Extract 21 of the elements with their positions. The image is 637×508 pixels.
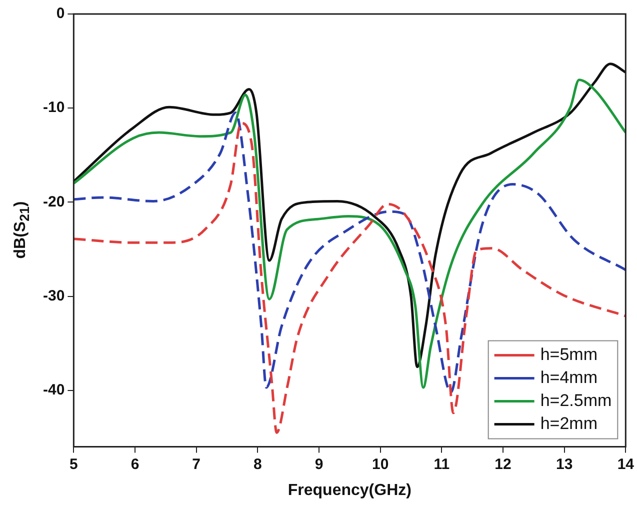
legend-label: h=5mm xyxy=(540,344,598,364)
y-tick-label: -20 xyxy=(42,193,65,210)
x-tick-label: 6 xyxy=(130,456,140,473)
x-tick-label: 10 xyxy=(372,456,389,473)
x-tick-label: 14 xyxy=(617,456,635,473)
x-tick-label: 9 xyxy=(314,456,324,473)
x-tick-label: 5 xyxy=(70,456,78,473)
x-tick-label: 13 xyxy=(556,456,573,473)
x-tick-label: 8 xyxy=(254,456,262,473)
y-tick-label: -30 xyxy=(42,287,65,304)
line-series xyxy=(74,122,626,434)
x-tick-label: 11 xyxy=(434,456,450,473)
x-tick-label: 7 xyxy=(192,456,201,473)
x-tick-label: 12 xyxy=(494,456,512,473)
legend-label: h=2.5mm xyxy=(540,390,612,410)
y-tick-label: -10 xyxy=(42,99,65,116)
legend-label: h=4mm xyxy=(540,368,598,387)
y-tick-label: -40 xyxy=(42,381,65,398)
y-tick-label: 0 xyxy=(56,5,65,22)
x-axis-title: Frequency(GHz) xyxy=(288,482,412,499)
legend-label: h=2mm xyxy=(540,414,598,433)
